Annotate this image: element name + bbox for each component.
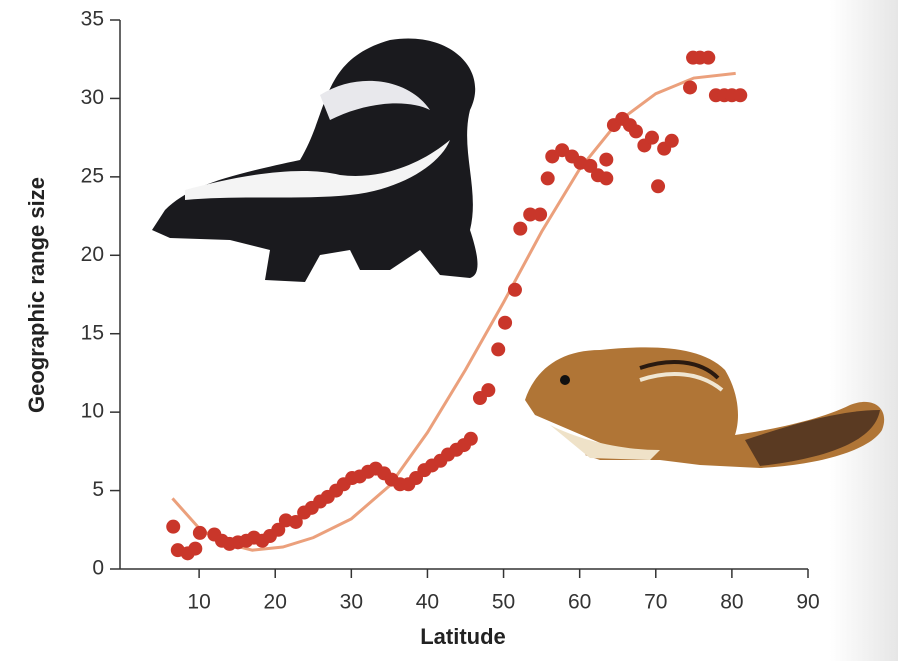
data-point — [271, 522, 286, 537]
data-point — [533, 207, 548, 222]
y-tick-label: 25 — [81, 164, 104, 187]
skunk-illustration — [152, 38, 478, 282]
data-point — [192, 525, 207, 540]
data-point — [733, 88, 748, 103]
x-tick-label: 40 — [416, 591, 439, 614]
data-point — [599, 152, 614, 167]
data-point — [540, 171, 555, 186]
data-point — [683, 80, 698, 95]
data-point — [166, 519, 181, 534]
y-tick-label: 30 — [81, 86, 104, 109]
data-point — [481, 383, 496, 398]
data-point — [644, 130, 659, 145]
data-point — [523, 207, 538, 222]
y-tick-label: 20 — [81, 243, 104, 266]
data-point — [701, 50, 716, 65]
data-point — [288, 514, 303, 529]
y-axis-label: Geographic range size — [24, 177, 49, 413]
data-point — [513, 221, 528, 236]
y-tick-label: 10 — [81, 400, 104, 423]
y-tick-label: 0 — [92, 557, 104, 580]
x-tick-label: 90 — [796, 591, 819, 614]
x-tick-label: 80 — [720, 591, 743, 614]
y-tick-label: 35 — [81, 8, 104, 31]
x-tick-label: 20 — [264, 591, 287, 614]
data-point — [491, 342, 506, 357]
data-point — [463, 431, 478, 446]
data-point — [651, 179, 666, 194]
page-edge — [830, 0, 898, 661]
x-tick-label: 50 — [492, 591, 515, 614]
data-point — [628, 124, 643, 139]
data-point — [498, 315, 513, 330]
x-tick-label: 60 — [568, 591, 591, 614]
x-axis-label: Latitude — [420, 624, 506, 649]
x-tick-label: 70 — [644, 591, 667, 614]
chipmunk-illustration — [525, 347, 885, 468]
x-tick-label: 10 — [187, 591, 210, 614]
data-point — [188, 541, 203, 556]
data-point — [664, 133, 679, 148]
data-point — [599, 171, 614, 186]
y-tick-label: 5 — [92, 478, 104, 501]
data-point — [583, 158, 598, 173]
x-tick-label: 30 — [340, 591, 363, 614]
y-tick-label: 15 — [81, 321, 104, 344]
data-point — [507, 282, 522, 297]
